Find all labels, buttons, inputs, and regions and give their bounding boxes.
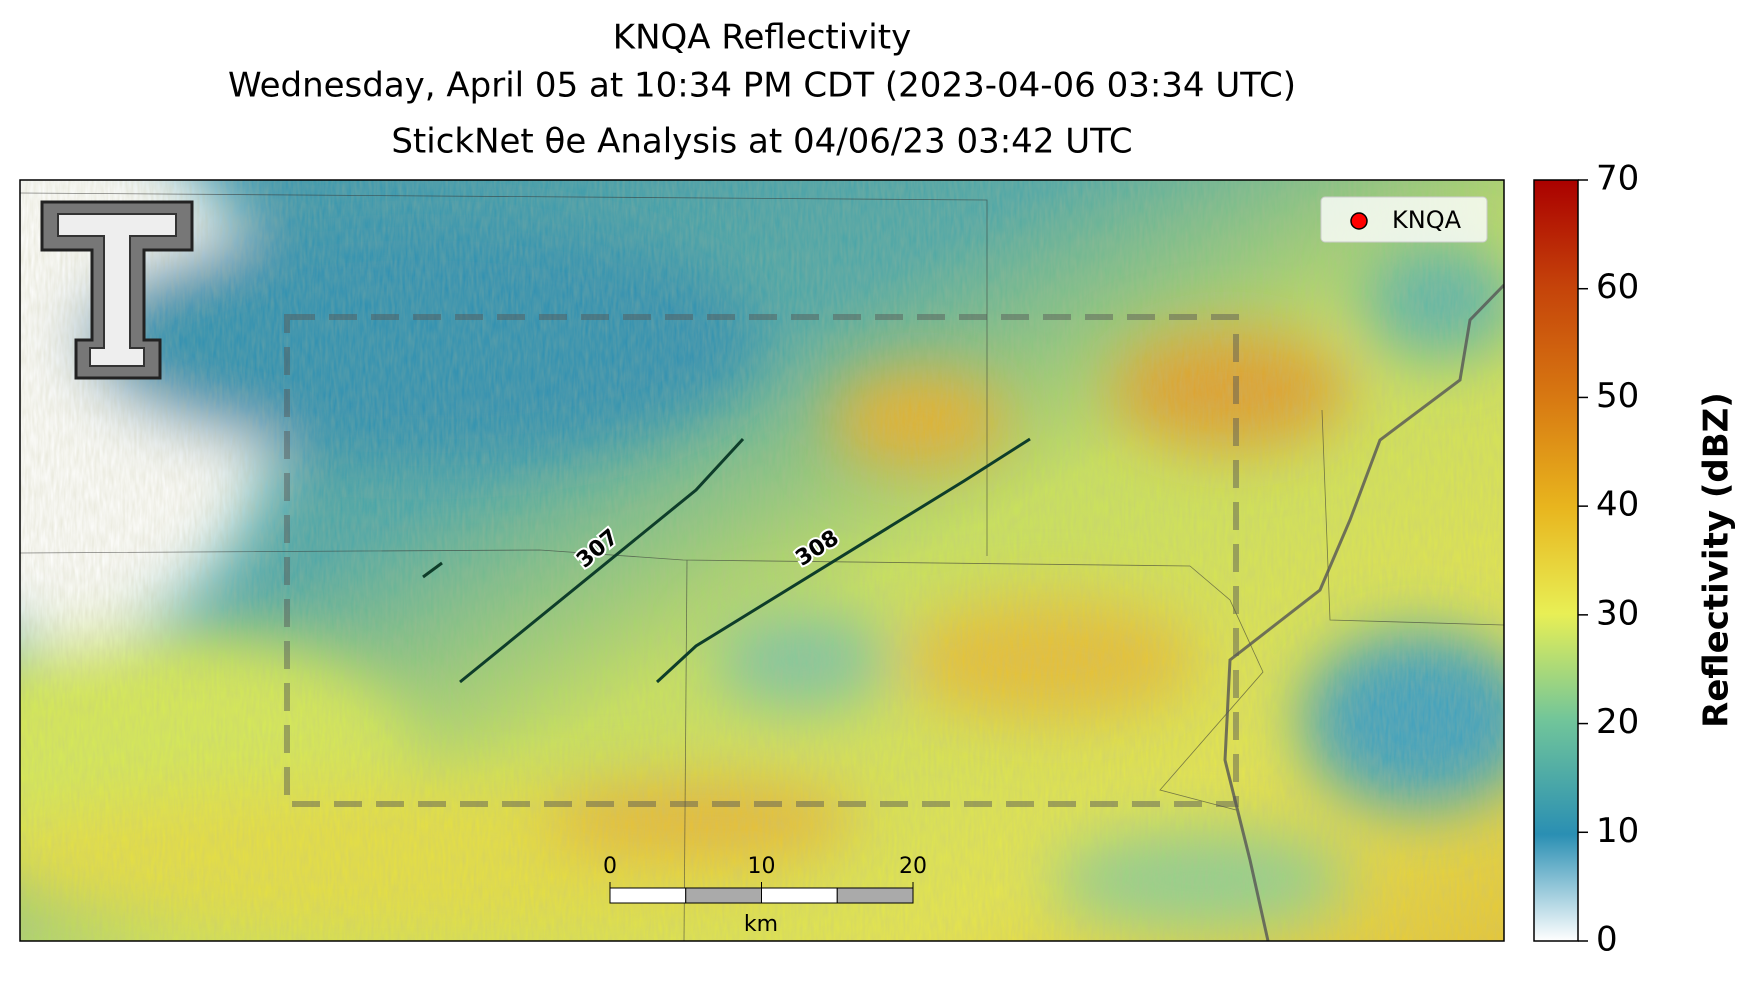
scale-bar-segment	[836, 887, 914, 904]
scale-bar-label: 0	[603, 854, 617, 879]
contour	[422, 437, 1031, 684]
chart-subtitle: Wednesday, April 05 at 10:34 PM CDT (202…	[228, 66, 1296, 106]
colorbar-tick-label: 60	[1596, 267, 1639, 307]
colorbar-tick-label: 20	[1596, 702, 1639, 742]
legend-label: KNQA	[1392, 206, 1462, 234]
legend: KNQA	[1320, 196, 1488, 243]
map-frame	[19, 179, 1505, 942]
chart-title: KNQA Reflectivity	[613, 18, 911, 58]
scale-bar-label: 10	[748, 854, 776, 879]
scale-bar-segment	[761, 887, 838, 904]
scale-bar-segment	[609, 887, 687, 904]
colorbar-tick-label: 50	[1596, 376, 1639, 416]
colorbar-tick-label: 30	[1596, 593, 1639, 633]
scale-bar-segment	[685, 887, 762, 904]
colorbar-tick-label: 0	[1596, 920, 1618, 960]
colorbar-tick-label: 40	[1596, 485, 1639, 525]
scale-bar-unit: km	[744, 912, 778, 937]
colorbar-tick-label: 10	[1596, 811, 1639, 851]
chart-subtitle: StickNet θe Analysis at 04/06/23 03:42 U…	[391, 122, 1132, 162]
colorbar-tick-label: 70	[1596, 159, 1639, 199]
radar-map: 307 308	[20, 180, 1504, 941]
logo	[40, 200, 194, 380]
colorbar	[1533, 179, 1579, 942]
legend-marker	[1350, 212, 1368, 230]
scale-bar-label: 20	[899, 854, 927, 879]
colorbar-label: Reflectivity (dBZ)	[1697, 392, 1737, 728]
